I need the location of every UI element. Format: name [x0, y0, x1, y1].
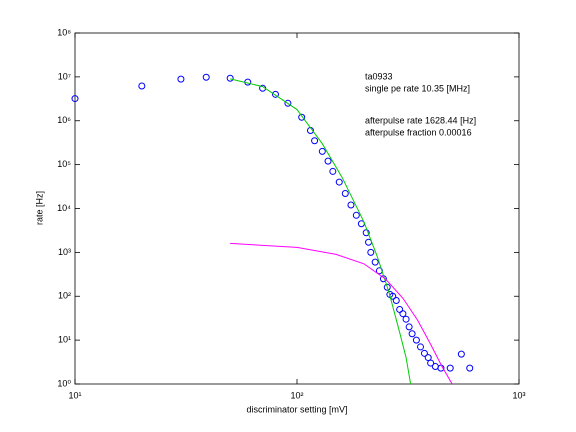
- data-point: [446, 364, 454, 372]
- data-point: [329, 167, 337, 175]
- data-point: [324, 157, 332, 165]
- data-point: [466, 364, 474, 372]
- y-tick-label: 10²: [58, 291, 71, 301]
- fit-line: [230, 78, 412, 385]
- data-point: [318, 147, 326, 155]
- x-tick-label: 10¹: [68, 390, 81, 400]
- data-point: [335, 178, 343, 186]
- y-tick-label: 10⁷: [58, 71, 71, 81]
- data-point: [271, 90, 279, 98]
- data-point: [311, 137, 319, 145]
- data-point: [367, 248, 375, 256]
- annotation: afterpulse rate 1628.44 [Hz]: [365, 115, 476, 125]
- data-point: [396, 305, 404, 313]
- y-tick-label: 10¹: [58, 335, 71, 345]
- data-point: [408, 330, 416, 338]
- annotation: afterpulse fraction 0.00016: [365, 127, 472, 137]
- data-point: [399, 310, 407, 318]
- y-tick-label: 10³: [58, 247, 71, 257]
- y-tick-label: 10⁵: [57, 159, 71, 169]
- data-point: [420, 349, 428, 357]
- data-point: [383, 283, 391, 291]
- y-tick-label: 10⁴: [57, 203, 71, 213]
- data-point: [402, 315, 410, 323]
- data-point: [412, 336, 420, 344]
- annotation: single pe rate 10.35 [MHz]: [365, 83, 470, 93]
- data-point: [405, 323, 413, 331]
- x-axis-label: discriminator setting [mV]: [246, 404, 347, 414]
- data-point: [392, 297, 400, 305]
- data-point: [177, 75, 185, 83]
- data-point: [284, 99, 292, 107]
- y-tick-label: 10⁰: [57, 378, 71, 388]
- data-point: [202, 73, 210, 81]
- data-point: [138, 82, 146, 90]
- data-point: [457, 350, 465, 358]
- data-point: [226, 74, 234, 82]
- plot-frame: [74, 32, 520, 385]
- y-axis-label: rate [Hz]: [34, 191, 44, 225]
- x-tick-label: 10²: [290, 390, 303, 400]
- annotation: ta0933: [365, 71, 393, 81]
- data-point: [416, 343, 424, 351]
- data-point: [371, 258, 379, 266]
- x-tick-label: 10³: [512, 390, 525, 400]
- fit-line: [230, 242, 453, 385]
- data-point: [352, 211, 360, 219]
- data-point: [347, 201, 355, 209]
- data-point: [427, 359, 435, 367]
- y-tick-label: 10⁸: [57, 27, 71, 37]
- data-point: [71, 95, 79, 103]
- data-point: [341, 189, 349, 197]
- y-tick-label: 10⁶: [57, 115, 71, 125]
- data-point: [362, 229, 370, 237]
- data-point: [298, 113, 306, 121]
